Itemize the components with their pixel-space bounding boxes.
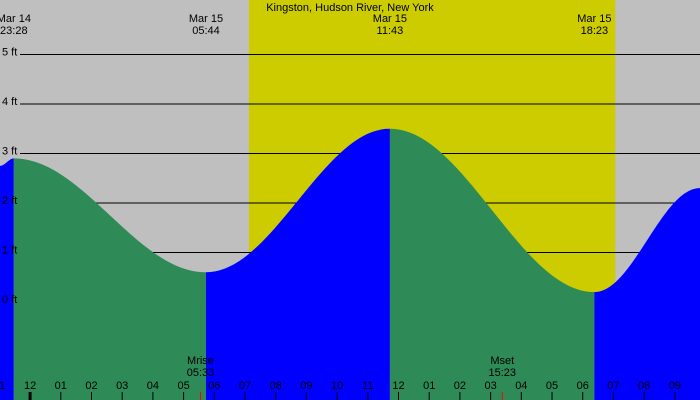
tide-segment xyxy=(594,188,700,400)
extreme-date: Mar 14 xyxy=(0,13,31,25)
moon-time: 15:23 xyxy=(489,367,517,379)
x-tick-label: 06 xyxy=(577,380,589,392)
x-tick-label: 10 xyxy=(331,380,343,392)
extreme-date: Mar 15 xyxy=(577,13,611,25)
moon-label: Mset xyxy=(490,355,514,367)
x-tick-label: 02 xyxy=(454,380,466,392)
x-tick-label: 07 xyxy=(239,380,251,392)
x-tick-label: 08 xyxy=(270,380,282,392)
x-tick-label: 12 xyxy=(24,380,36,392)
x-tick-label: 05 xyxy=(177,380,189,392)
x-tick-label: 09 xyxy=(669,380,681,392)
extreme-date: Mar 15 xyxy=(189,13,223,25)
x-tick-label: 06 xyxy=(208,380,220,392)
tide-segment xyxy=(0,158,14,400)
y-tick-label: 1 ft xyxy=(2,244,17,256)
x-tick-label: 11 xyxy=(362,380,373,392)
x-tick-label: 01 xyxy=(55,380,67,392)
x-tick-label: 11 xyxy=(0,380,5,392)
x-tick-label: 07 xyxy=(607,380,619,392)
x-tick-label: 12 xyxy=(392,380,404,392)
x-tick-label: 09 xyxy=(300,380,312,392)
extreme-time: 11:43 xyxy=(377,25,404,37)
x-tick-label: 05 xyxy=(546,380,558,392)
y-tick-label: 4 ft xyxy=(2,96,17,108)
x-tick-label: 08 xyxy=(638,380,650,392)
x-tick-label: 01 xyxy=(423,380,435,392)
x-tick-label: 04 xyxy=(515,380,527,392)
x-tick-label: 03 xyxy=(484,380,496,392)
y-tick-label: 5 ft xyxy=(2,46,17,58)
tide-segment xyxy=(389,128,595,400)
tide-area xyxy=(0,128,700,400)
y-tick-label: 2 ft xyxy=(2,195,17,207)
tide-segment xyxy=(13,158,207,400)
extreme-time: 18:23 xyxy=(581,25,609,37)
chart-title: Kingston, Hudson River, New York xyxy=(266,2,434,14)
y-tick-label: 0 ft xyxy=(2,294,17,306)
extreme-time: 05:44 xyxy=(192,25,220,37)
extreme-time: 23:28 xyxy=(0,25,28,37)
moon-time: 05:33 xyxy=(187,367,215,379)
x-tick-label: 03 xyxy=(116,380,128,392)
extreme-date: Mar 15 xyxy=(373,13,407,25)
y-tick-label: 3 ft xyxy=(2,145,17,157)
tide-segment xyxy=(206,128,390,400)
x-tick-label: 04 xyxy=(147,380,159,392)
moon-label: Mrise xyxy=(187,355,214,367)
x-tick-label: 02 xyxy=(85,380,97,392)
